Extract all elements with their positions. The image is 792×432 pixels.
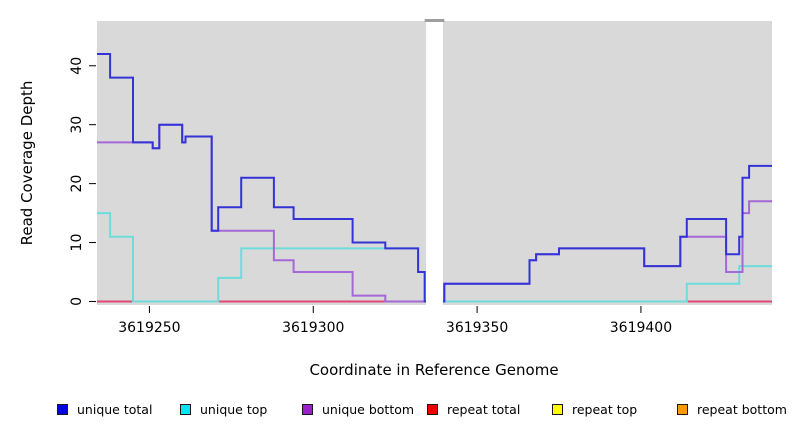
- legend-label: repeat total: [447, 401, 521, 417]
- legend-item-repeat-bottom: repeat bottom: [677, 399, 787, 419]
- plot-legend: unique total unique top unique bottom re…: [0, 399, 792, 421]
- coverage-gap: [426, 19, 443, 305]
- y-tick-label: 30: [69, 116, 85, 134]
- repeat-total-swatch-icon: [427, 403, 438, 415]
- x-tick-label: 3619300: [282, 320, 344, 336]
- legend-label: repeat top: [572, 401, 638, 417]
- x-tick-label: 3619250: [118, 320, 180, 336]
- legend-item-repeat-total: repeat total: [427, 399, 520, 419]
- y-tick-label: 10: [69, 234, 85, 252]
- y-axis-title: Read Coverage Depth: [18, 81, 36, 246]
- x-tick-label: 3619350: [446, 320, 508, 336]
- repeat-bottom-swatch-icon: [677, 403, 688, 415]
- y-tick-label: 40: [69, 57, 85, 75]
- series-line-unique-total: [97, 53, 772, 303]
- legend-item-unique-top: unique top: [180, 399, 267, 419]
- unique-total-swatch-icon: [57, 403, 68, 415]
- legend-label: repeat bottom: [697, 401, 787, 417]
- legend-item-repeat-top: repeat top: [552, 399, 637, 419]
- unique-bottom-swatch-icon: [302, 403, 313, 415]
- legend-label: unique total: [77, 401, 153, 417]
- x-tick-label: 3619400: [610, 320, 672, 336]
- y-tick-label: 0: [69, 297, 85, 306]
- legend-label: unique bottom: [322, 401, 415, 417]
- series-line-unique-top: [97, 212, 772, 303]
- repeat-top-swatch-icon: [552, 403, 563, 415]
- legend-item-unique-total: unique total: [57, 399, 152, 419]
- unique-top-swatch-icon: [180, 403, 191, 415]
- x-axis-title: Coordinate in Reference Genome: [309, 361, 558, 379]
- legend-item-unique-bottom: unique bottom: [302, 399, 414, 419]
- coverage-gap-cap: [424, 19, 445, 22]
- y-tick-label: 20: [69, 175, 85, 193]
- legend-label: unique top: [200, 401, 268, 417]
